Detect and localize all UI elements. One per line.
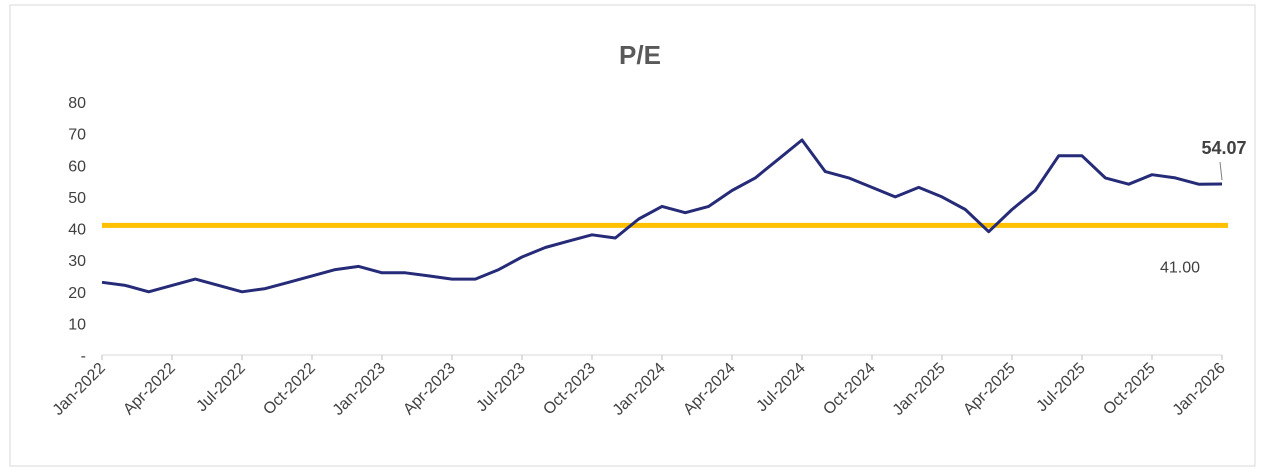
y-tick-label: 40 — [68, 222, 86, 239]
y-tick-label: 10 — [68, 316, 86, 333]
y-tick-label: 20 — [68, 285, 86, 302]
last-value-label: 54.07 — [1201, 138, 1246, 158]
y-tick-label: 80 — [68, 95, 86, 112]
series-line — [101, 138, 1223, 294]
chart-title: P/E — [619, 40, 661, 70]
reference-label: 41.00 — [1160, 259, 1200, 276]
chart-border — [9, 4, 1256, 467]
y-tick-label: 60 — [68, 158, 86, 175]
leader-line — [1219, 161, 1223, 181]
y-tick-label: 50 — [68, 190, 86, 207]
y-tick-label: 70 — [68, 127, 86, 144]
y-tick-label: 30 — [68, 253, 86, 270]
y-tick-label: - — [81, 348, 86, 365]
